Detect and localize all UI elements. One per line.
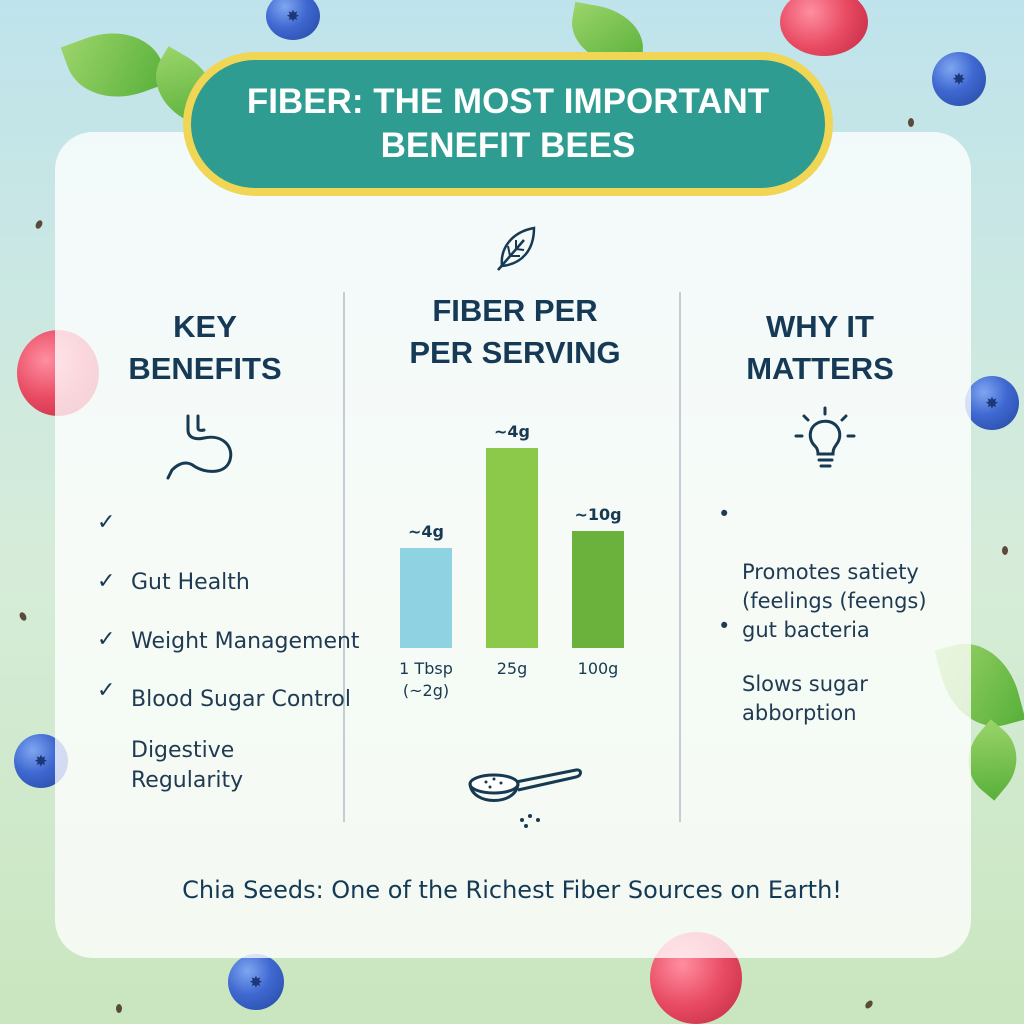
blueberry-decoration <box>266 0 320 40</box>
bullet-icon: • <box>718 614 731 638</box>
bar-value-label: ~4g <box>408 522 444 541</box>
bar-value-label: ~10g <box>574 504 622 524</box>
benefit-item: ✓ Weight Management <box>97 567 360 657</box>
key-benefits-heading: KEY BENEFITS <box>128 309 282 386</box>
matters-bullet: • Slows sugar abborption <box>718 612 868 728</box>
bullet-text: Slows sugar abborption <box>742 672 868 725</box>
matters-bullet: • Promotes satiety (feelings (feengs) gu… <box>718 500 927 645</box>
benefit-label: Weight Management <box>131 629 360 654</box>
benefit-item: ✓ Gut Health <box>97 508 250 598</box>
blueberry-decoration <box>228 954 284 1010</box>
title-banner-inner: FIBER: THE MOST IMPORTANT BENEFIT BEES <box>191 60 825 188</box>
fiber-per-serving-heading: FIBER PER PER SERVING <box>409 293 621 370</box>
chart-bar <box>486 448 538 648</box>
check-icon: ✓ <box>97 678 116 703</box>
check-icon: ✓ <box>97 569 116 594</box>
chia-seed-decoration <box>116 1004 122 1013</box>
raspberry-decoration <box>780 0 868 56</box>
bar-category-label: 25g <box>496 659 528 678</box>
chia-seed-decoration <box>908 118 914 127</box>
benefit-item: ✓ Blood Sugar Control <box>97 625 351 715</box>
page-title: FIBER: THE MOST IMPORTANT BENEFIT BEES <box>246 82 770 165</box>
bar-category-label: 1 Tbsp (~2g) <box>399 659 453 700</box>
bar-value-label: ~4g <box>494 422 530 441</box>
bar-category-label: 100g <box>577 659 619 678</box>
footer-tagline: Chia Seeds: One of the Richest Fiber Sou… <box>182 876 842 904</box>
column-divider <box>679 292 681 822</box>
benefit-label: Digestive Regularity <box>131 738 244 793</box>
leaf-icon <box>497 226 536 271</box>
benefit-label: Blood Sugar Control <box>131 687 351 712</box>
bullet-icon: • <box>718 502 731 526</box>
lightbulb-icon <box>794 406 856 468</box>
fiber-bar-chart: ~4g 1 Tbsp (~2g) ~4g 25g ~10g 100g <box>360 400 660 720</box>
blueberry-decoration <box>932 52 986 106</box>
stomach-icon <box>166 414 233 480</box>
chia-seed-decoration <box>18 611 28 622</box>
blueberry-decoration <box>965 376 1019 430</box>
column-divider <box>343 292 345 822</box>
title-banner: FIBER: THE MOST IMPORTANT BENEFIT BEES <box>183 52 833 196</box>
check-icon: ✓ <box>97 627 116 652</box>
why-it-matters-heading: WHY IT MATTERS <box>746 309 894 386</box>
chia-seed-decoration <box>1002 546 1008 555</box>
bullet-text: Promotes satiety (feelings (feengs) gut … <box>742 560 927 642</box>
chart-bar <box>400 548 452 648</box>
benefit-label: Gut Health <box>131 570 250 595</box>
chia-seed-decoration <box>34 219 44 230</box>
chart-bar <box>572 530 624 648</box>
scoop-icon <box>468 768 582 828</box>
check-icon: ✓ <box>97 510 116 535</box>
chia-seed-decoration <box>863 999 875 1010</box>
mint-leaf-decoration <box>60 16 170 114</box>
benefit-item: ✓ Digestive Regularity <box>97 676 244 796</box>
